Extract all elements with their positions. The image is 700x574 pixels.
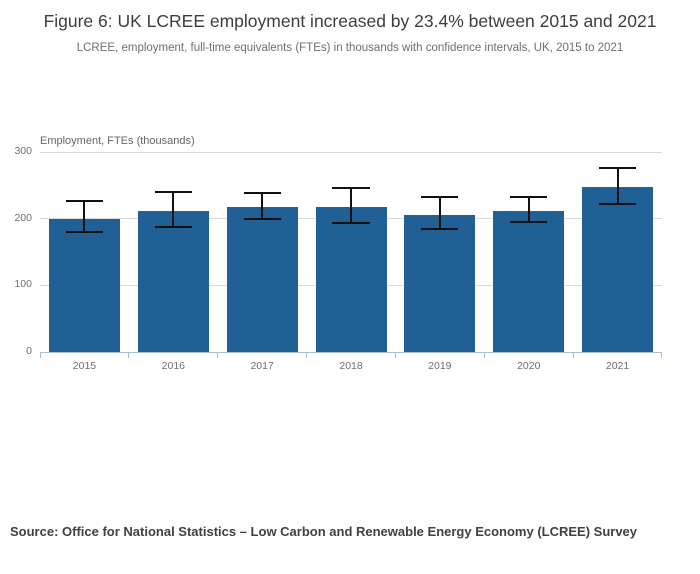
- bar: [48, 218, 120, 352]
- error-bar-cap-bottom: [598, 203, 637, 205]
- gridline: [40, 151, 662, 153]
- chart-subtitle: LCREE, employment, full-time equivalents…: [76, 42, 624, 55]
- x-tick-label: 2017: [250, 360, 274, 372]
- y-tick-label: 200: [14, 211, 32, 224]
- plot-area: [40, 151, 662, 358]
- bar: [582, 186, 654, 352]
- y-tick-label: 100: [14, 278, 32, 291]
- error-bar-cap-bottom: [154, 226, 192, 229]
- error-bar-cap-bottom: [332, 222, 370, 225]
- x-axis-tick: [394, 352, 396, 358]
- x-axis-tick: [572, 352, 574, 358]
- x-axis-tick: [40, 352, 41, 358]
- bar: [404, 214, 476, 352]
- error-bar-whisker: [83, 201, 86, 232]
- x-tick-label: 2021: [605, 360, 630, 372]
- y-axis-title: Employment, FTEs (thousands): [40, 135, 195, 147]
- error-bar-cap-top: [65, 200, 104, 203]
- bar-chart: Employment, FTEs (thousands) 0 100 200 300 2…: [0, 134, 700, 390]
- error-bar-whisker: [616, 168, 619, 204]
- x-tick-label: 2015: [72, 360, 97, 372]
- error-bar-cap-bottom: [243, 217, 281, 220]
- error-bar-cap-top: [510, 195, 548, 198]
- error-bar-whisker: [527, 196, 530, 222]
- bar: [137, 211, 209, 352]
- x-tick-label: 2020: [517, 360, 541, 372]
- error-bar-cap-top: [243, 192, 281, 195]
- x-tick-label: 2016: [161, 360, 186, 372]
- x-axis-tick: [217, 352, 219, 358]
- error-bar-cap-top: [421, 196, 459, 199]
- error-bar-cap-bottom: [65, 231, 104, 233]
- error-bar-cap-top: [154, 191, 192, 193]
- y-tick-label: 300: [14, 145, 32, 157]
- bar: [315, 206, 387, 352]
- error-bar-cap-bottom: [510, 221, 548, 223]
- error-bar-whisker: [438, 197, 441, 229]
- chart-title: Figure 6: UK LCREE employment increased …: [43, 11, 657, 31]
- error-bar-cap-top: [598, 167, 637, 169]
- source-note: Source: Office for National Statistics –…: [10, 524, 638, 539]
- error-bar-whisker: [350, 188, 352, 224]
- x-axis-tick: [661, 352, 662, 358]
- x-tick-label: 2018: [339, 360, 363, 372]
- x-axis-line: [40, 352, 662, 353]
- x-tick-label: 2019: [428, 360, 452, 372]
- error-bar-whisker: [172, 192, 175, 228]
- x-axis-tick: [128, 352, 130, 358]
- error-bar-whisker: [261, 193, 264, 219]
- y-tick-label: 0: [26, 345, 32, 357]
- bar: [493, 210, 565, 352]
- x-axis-tick: [483, 352, 485, 358]
- x-axis-tick: [306, 352, 308, 358]
- error-bar-cap-top: [332, 187, 370, 189]
- error-bar-cap-bottom: [421, 227, 459, 230]
- bar: [226, 207, 298, 352]
